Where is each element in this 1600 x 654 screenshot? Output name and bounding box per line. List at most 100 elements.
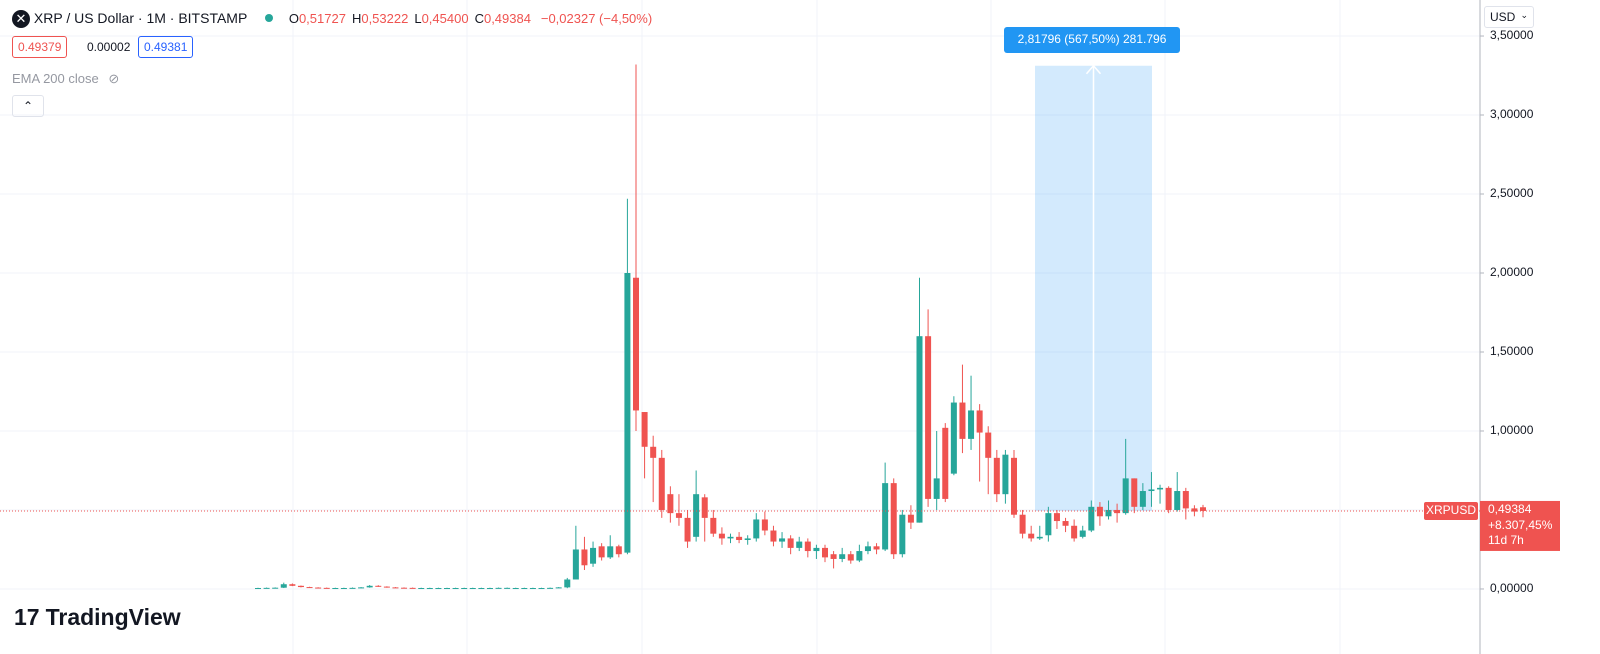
candle-body	[383, 586, 390, 588]
candle-body	[641, 412, 648, 447]
collapse-button[interactable]: ⌃	[12, 95, 44, 117]
candle-body	[796, 541, 803, 548]
candle-body	[358, 587, 365, 589]
candle-body	[607, 546, 614, 558]
candle-body	[821, 547, 829, 558]
candle-body	[366, 585, 373, 588]
ohlc-value: 0,49384	[483, 11, 531, 26]
candle-body	[443, 588, 451, 590]
candle-body	[779, 538, 786, 542]
ohlc-key: L	[414, 11, 422, 26]
ohlc-item: C0,49384	[475, 11, 531, 26]
candle-body	[1071, 525, 1078, 539]
logo-mark: 17	[14, 604, 40, 630]
candle-body	[864, 546, 871, 552]
candle-body	[478, 588, 485, 590]
candle-body	[1131, 478, 1138, 507]
ask[interactable]: 0.49381	[138, 36, 194, 58]
candle-body	[813, 547, 820, 552]
candle-body	[976, 410, 983, 433]
candle-body	[598, 546, 605, 558]
candle-body	[504, 587, 511, 589]
symbol-title[interactable]: XRP / US Dollar · 1M · BITSTAMP	[33, 10, 248, 26]
candle-body	[1165, 487, 1172, 510]
eye-icon[interactable]: ⊘	[108, 71, 120, 86]
candle-body	[306, 587, 313, 589]
candle-body	[658, 457, 665, 510]
ohlc-item: O0,51727	[289, 11, 346, 26]
candle-body	[1062, 521, 1069, 526]
candle-body	[418, 588, 425, 590]
candle-body	[392, 587, 399, 589]
candle-body	[830, 554, 837, 559]
ohlc-value: 0,51727	[298, 11, 346, 26]
symbol-tag-bg	[1424, 501, 1478, 520]
price-tag-bg	[1480, 500, 1560, 551]
candle-body	[547, 587, 554, 589]
indicator[interactable]: EMA 200 close ⊘	[12, 71, 119, 87]
candle-body	[950, 402, 957, 474]
y-tick-label: 1,00000	[1490, 423, 1534, 437]
y-tick-label: 2,50000	[1490, 186, 1534, 200]
candle-body	[718, 533, 725, 539]
candle-body	[1105, 509, 1112, 517]
symbol-tag: XRPUSD	[1426, 503, 1476, 517]
candle-body	[624, 272, 631, 553]
candle-body	[315, 587, 322, 589]
candle-body	[1096, 506, 1103, 517]
currency-select[interactable]: USD ⌄	[1484, 6, 1534, 28]
candle-body	[753, 519, 760, 539]
candle-body	[615, 546, 622, 555]
candle-body	[340, 588, 347, 590]
candle-body	[675, 513, 682, 518]
candle-body	[804, 541, 811, 552]
currency: USD	[1490, 10, 1516, 24]
candle-body	[968, 410, 975, 439]
candle-body	[839, 554, 846, 559]
candle-body	[761, 519, 768, 531]
candle-body	[856, 551, 863, 561]
candle-body	[332, 588, 339, 590]
market-status	[264, 14, 273, 22]
candle-body	[1191, 508, 1198, 512]
candle-body	[323, 587, 330, 589]
candle-body	[254, 588, 262, 590]
y-tick-label: 1,50000	[1490, 344, 1534, 358]
candle-body	[263, 587, 270, 589]
candle-body	[1010, 457, 1018, 515]
candle-body	[959, 402, 966, 439]
candle-body	[1114, 509, 1121, 514]
candle-body	[942, 427, 949, 499]
candle-body	[486, 588, 493, 590]
measure-label: 2,81796 (567,50%) 281.796	[1018, 32, 1167, 46]
candle-body	[564, 579, 571, 588]
ohlc-item: H0,53222	[352, 11, 408, 26]
ohlc-value: 0,53222	[361, 11, 409, 26]
candle-body	[667, 494, 674, 514]
y-tick-label: 2,00000	[1490, 265, 1534, 279]
candle-body	[349, 587, 356, 589]
candle-body	[297, 585, 304, 588]
candle-body	[710, 517, 717, 534]
candle-body	[985, 432, 992, 458]
candle-body	[401, 587, 408, 589]
logo[interactable]: 17 TradingView	[14, 604, 181, 631]
countdown: 11d 7h	[1488, 533, 1524, 547]
candle-body	[1182, 491, 1189, 509]
candle-body	[1028, 533, 1035, 539]
candle-body	[684, 517, 691, 542]
last-change: +8.307,45%	[1488, 518, 1553, 532]
candle-body	[280, 584, 287, 588]
bid[interactable]: 0.49379	[12, 36, 68, 58]
dropdown-caret: ⌄	[1520, 10, 1528, 20]
candle-body	[538, 588, 545, 590]
y-tick-label: 3,00000	[1490, 107, 1534, 121]
candle-body	[873, 546, 880, 550]
candle-body	[426, 588, 433, 590]
candle-body	[1148, 489, 1155, 492]
indicator-label: EMA 200 close	[12, 71, 99, 86]
candle-body	[1036, 536, 1043, 539]
candle-body	[581, 549, 588, 566]
